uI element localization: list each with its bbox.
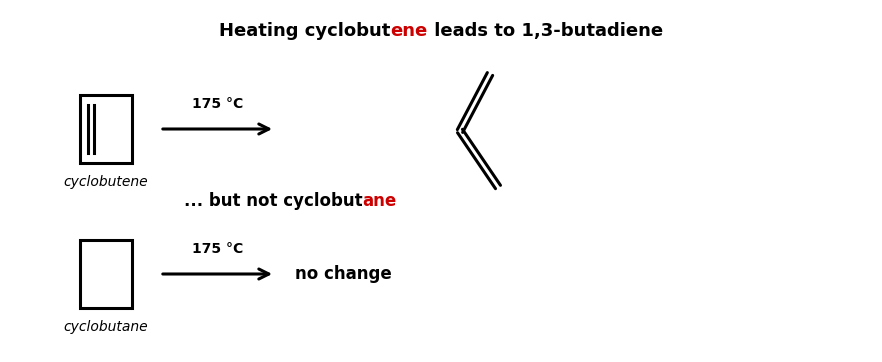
Bar <box>80 95 132 163</box>
Text: 175 °C: 175 °C <box>192 242 243 256</box>
Text: ane: ane <box>363 192 396 210</box>
Text: cyclobutene: cyclobutene <box>64 175 148 189</box>
Text: ene: ene <box>391 22 428 40</box>
Text: Heating cyclobut: Heating cyclobut <box>219 22 391 40</box>
Text: ... but not cyclobut: ... but not cyclobut <box>183 192 363 210</box>
Text: leads to 1,3-butadiene: leads to 1,3-butadiene <box>428 22 663 40</box>
Bar <box>80 240 132 308</box>
Text: no change: no change <box>295 265 392 283</box>
Text: cyclobutane: cyclobutane <box>64 320 148 334</box>
Text: 175 °C: 175 °C <box>192 97 243 111</box>
